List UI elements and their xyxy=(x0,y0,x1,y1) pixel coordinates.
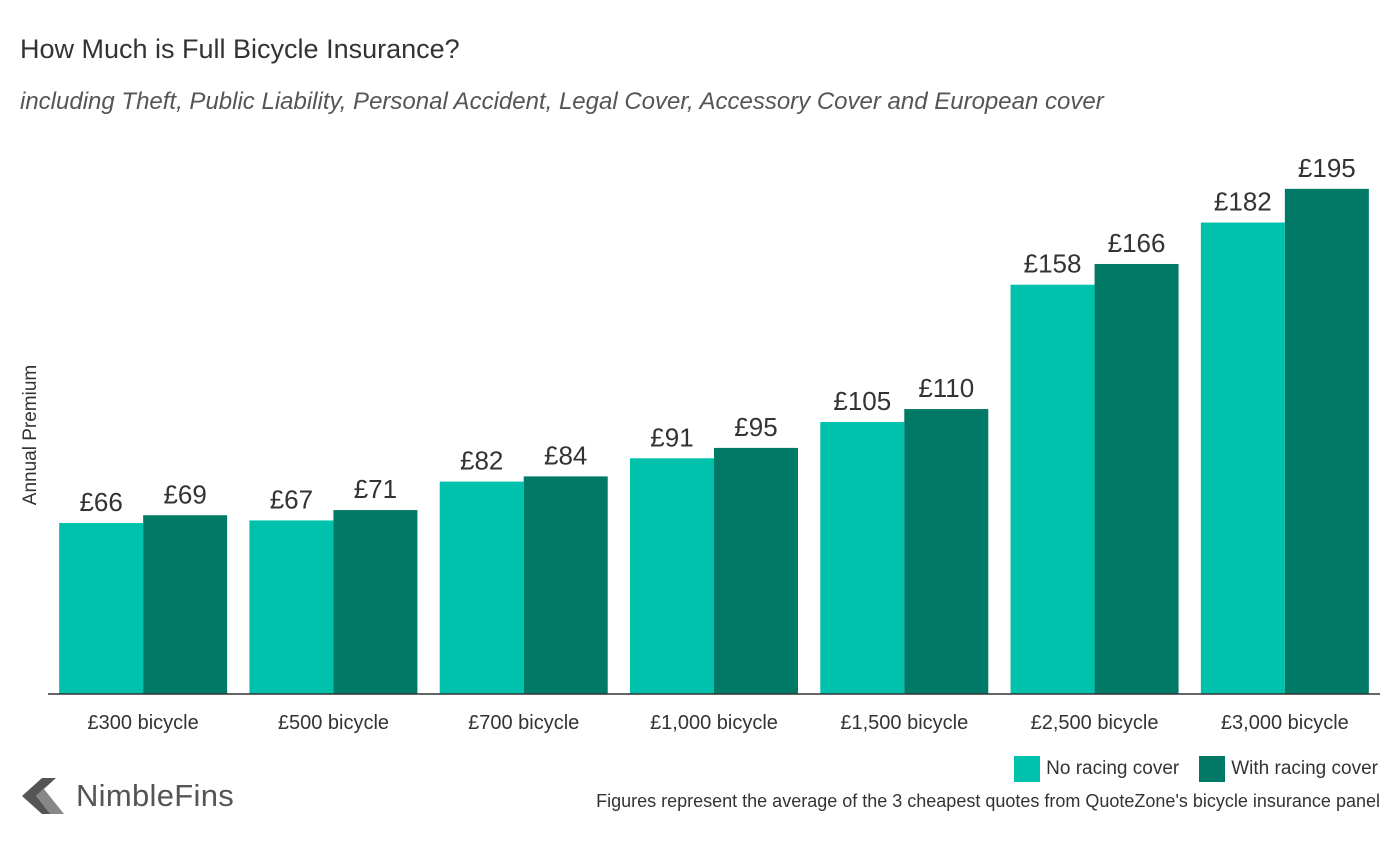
bar-chart: £66 £69 £67 £71 £82 £84 £91 £95 £105 £110 £158 £166… xyxy=(20,153,1380,734)
value-label-no-racing-0: £66 xyxy=(79,487,122,517)
x-tick-label-0: £300 bicycle xyxy=(88,712,199,734)
legend-label-with-racing: With racing cover xyxy=(1231,758,1378,779)
bar-with-racing-3 xyxy=(714,447,798,694)
value-label-no-racing-4: £105 xyxy=(833,386,891,416)
value-label-with-racing-4: £110 xyxy=(918,373,974,403)
legend-label-no-racing: No racing cover xyxy=(1046,758,1180,779)
legend-swatch-no-racing xyxy=(1014,756,1041,782)
bar-with-racing-4 xyxy=(904,409,989,694)
value-labels-group: £66 £69 £67 £71 £82 £84 £91 £95 £105 £110 £158 £166… xyxy=(79,153,1355,517)
legend: No racing cover With racing cover xyxy=(994,756,1378,782)
value-label-with-racing-3: £95 xyxy=(734,412,777,442)
value-label-with-racing-6: £195 xyxy=(1298,153,1356,183)
bar-with-racing-5 xyxy=(1094,263,1179,694)
x-tick-label-6: £3,000 bicycle xyxy=(1221,712,1349,734)
bar-no-racing-0 xyxy=(59,523,144,694)
brand-name: NimbleFins xyxy=(76,778,235,813)
legend-item-no-racing: No racing cover xyxy=(1014,756,1179,782)
chart-subtitle: including Theft, Public Liability, Perso… xyxy=(20,88,1104,115)
x-tick-label-2: £700 bicycle xyxy=(468,712,579,734)
bar-no-racing-1 xyxy=(249,520,334,694)
y-axis-label: Annual Premium xyxy=(20,365,41,505)
value-label-no-racing-6: £182 xyxy=(1214,187,1272,217)
chevron-arrow-icon xyxy=(22,778,64,814)
brand-logo: NimbleFins xyxy=(20,776,234,816)
value-label-with-racing-2: £84 xyxy=(544,440,587,470)
value-label-with-racing-1: £71 xyxy=(354,474,397,504)
bar-with-racing-6 xyxy=(1284,188,1369,694)
bar-with-racing-1 xyxy=(333,510,418,694)
value-label-no-racing-2: £82 xyxy=(460,446,503,476)
bar-no-racing-4 xyxy=(820,422,905,694)
footnote: Figures represent the average of the 3 c… xyxy=(596,791,1380,811)
value-label-no-racing-5: £158 xyxy=(1024,249,1082,279)
bar-no-racing-3 xyxy=(630,458,714,694)
legend-item-with-racing: With racing cover xyxy=(1199,756,1378,782)
x-tick-label-5: £2,500 bicycle xyxy=(1031,712,1159,734)
bar-with-racing-2 xyxy=(523,476,608,694)
value-label-no-racing-1: £67 xyxy=(270,484,313,514)
bar-no-racing-2 xyxy=(439,481,524,694)
x-tick-label-3: £1,000 bicycle xyxy=(650,712,778,734)
value-label-with-racing-0: £69 xyxy=(163,479,206,509)
x-tick-label-1: £500 bicycle xyxy=(278,712,389,734)
bar-no-racing-5 xyxy=(1010,284,1095,694)
bar-with-racing-0 xyxy=(143,515,228,694)
value-label-with-racing-5: £166 xyxy=(1108,228,1166,258)
x-tick-label-4: £1,500 bicycle xyxy=(840,712,968,734)
bar-no-racing-6 xyxy=(1200,222,1285,695)
bars-group xyxy=(59,188,1369,695)
legend-swatch-with-racing xyxy=(1199,756,1226,782)
x-tick-labels-group: £300 bicycle £500 bicycle £700 bicycle £1,0… xyxy=(88,712,1349,734)
chart-title: How Much is Full Bicycle Insurance? xyxy=(20,34,460,64)
value-label-no-racing-3: £91 xyxy=(650,422,693,452)
